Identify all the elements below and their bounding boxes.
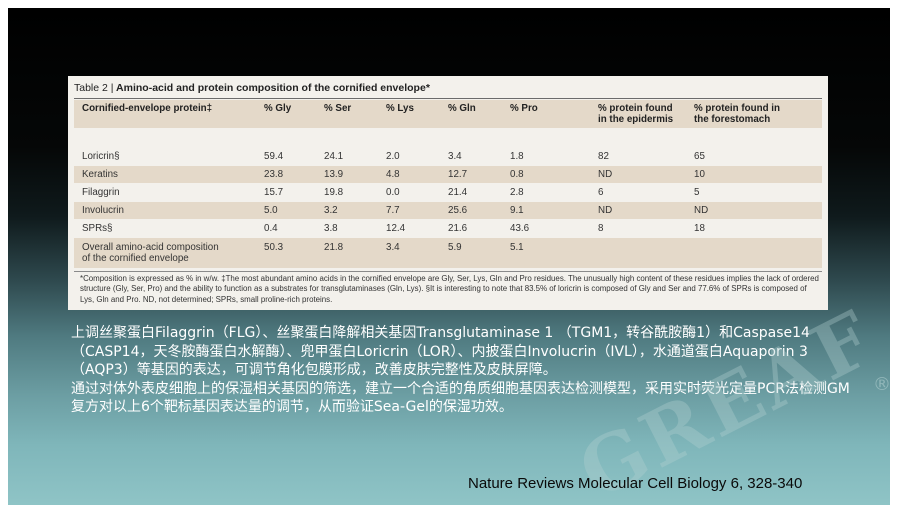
table-title: Table 2 | Amino-acid and protein composi… — [74, 82, 430, 94]
table-cell: 10 — [694, 169, 705, 180]
row-label: Involucrin — [82, 205, 124, 216]
table-cell: 3.8 — [324, 223, 338, 234]
paragraph-1: 上调丝聚蛋白Filaggrin（FLG）、丝聚蛋白降解相关基因Transglut… — [71, 325, 810, 378]
column-header: % Ser — [324, 103, 352, 114]
table-cell: 82 — [598, 151, 609, 162]
table-cell: ND — [598, 169, 613, 180]
column-header: % Gly — [264, 103, 292, 114]
table-cell: 43.6 — [510, 223, 530, 234]
table-cell: 23.8 — [264, 169, 284, 180]
table-cell: 24.1 — [324, 151, 344, 162]
table-cell: 18 — [694, 223, 705, 234]
table-cell: 59.4 — [264, 151, 284, 162]
table-cell: 0.8 — [510, 169, 524, 180]
table-cell: 5.0 — [264, 205, 278, 216]
watermark-registered-mark: ® — [873, 374, 890, 395]
table-footnote: *Composition is expressed as % in w/w. ‡… — [80, 274, 819, 304]
row-label: Filaggrin — [82, 187, 120, 198]
description-text: 上调丝聚蛋白Filaggrin（FLG）、丝聚蛋白降解相关基因Transglut… — [71, 324, 861, 417]
table-cell: 65 — [694, 151, 705, 162]
table-cell: 8 — [598, 223, 604, 234]
table-cell: 21.6 — [448, 223, 468, 234]
row-label: Overall amino-acid composition of the cor… — [82, 242, 219, 264]
table-cell: 50.3 — [264, 242, 284, 253]
table-cell: 21.4 — [448, 187, 468, 198]
slide: Table 2 | Amino-acid and protein composi… — [8, 8, 890, 505]
table-cell: 6 — [598, 187, 604, 198]
table-cell: 4.8 — [386, 169, 400, 180]
column-header: % Lys — [386, 103, 414, 114]
table-cell: 19.8 — [324, 187, 344, 198]
row-band-involucrin — [74, 202, 822, 219]
table-cell: ND — [694, 205, 709, 216]
table-cell: 3.4 — [448, 151, 462, 162]
composition-table-image: Table 2 | Amino-acid and protein composi… — [68, 76, 828, 310]
table-cell: 13.9 — [324, 169, 344, 180]
table-cell: 2.8 — [510, 187, 524, 198]
table-cell: 12.7 — [448, 169, 468, 180]
table-cell: 25.6 — [448, 205, 468, 216]
column-header: % protein found in the epidermis — [598, 103, 674, 125]
column-header: % Gln — [448, 103, 476, 114]
column-header: % protein found in the forestomach — [694, 103, 780, 125]
row-band-keratins — [74, 166, 822, 183]
footnote-rule — [74, 271, 822, 272]
row-label: SPRs§ — [82, 223, 113, 234]
row-label: Keratins — [82, 169, 118, 180]
table-cell: 0.0 — [386, 187, 400, 198]
table-top-rule — [74, 98, 822, 99]
table-cell: 9.1 — [510, 205, 524, 216]
table-cell: 12.4 — [386, 223, 406, 234]
column-header: Cornified-envelope protein‡ — [82, 103, 213, 114]
table-cell: 7.7 — [386, 205, 400, 216]
table-cell: 21.8 — [324, 242, 344, 253]
header-band — [74, 100, 822, 128]
table-cell: 2.0 — [386, 151, 400, 162]
column-header: % Pro — [510, 103, 538, 114]
table-cell: 1.8 — [510, 151, 524, 162]
table-cell: 15.7 — [264, 187, 284, 198]
table-cell: 3.4 — [386, 242, 400, 253]
row-label: Loricrin§ — [82, 151, 120, 162]
table-cell: 3.2 — [324, 205, 338, 216]
table-cell: 5.9 — [448, 242, 462, 253]
table-cell: ND — [598, 205, 613, 216]
table-cell: 5.1 — [510, 242, 524, 253]
citation: Nature Reviews Molecular Cell Biology 6,… — [468, 475, 803, 492]
table-cell: 0.4 — [264, 223, 278, 234]
table-cell: 5 — [694, 187, 700, 198]
paragraph-2: 通过对体外表皮细胞上的保湿相关基因的筛选，建立一个合适的角质细胞基因表达检测模型… — [71, 380, 850, 416]
row-band-overall — [74, 238, 822, 268]
